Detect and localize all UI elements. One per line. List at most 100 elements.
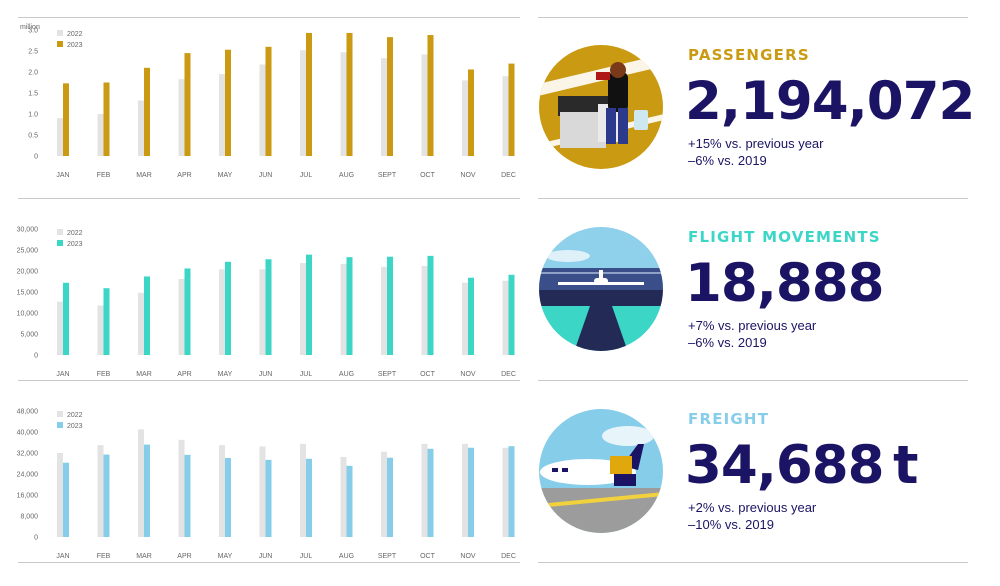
- bar-2023-mar: [144, 444, 150, 537]
- y-tick-label: 16,000: [17, 493, 39, 500]
- x-tick-label: OCT: [420, 172, 436, 179]
- bar-2023-dec: [508, 274, 515, 355]
- passengers-value: 2,194,072: [685, 71, 975, 132]
- bar-2023-sept: [387, 37, 393, 156]
- bar-2023-jul: [306, 254, 312, 355]
- bar-2022-mar: [138, 429, 144, 537]
- x-tick-label: DEC: [501, 371, 516, 378]
- bar-2022-nov: [462, 443, 468, 537]
- divider: [538, 380, 968, 381]
- bar-2022-aug: [340, 456, 347, 537]
- bar-2023-apr: [184, 268, 191, 355]
- bar-2023-jan: [63, 462, 69, 537]
- x-tick-label: AUG: [339, 553, 354, 560]
- x-tick-label: MAY: [218, 371, 233, 378]
- y-tick-label: 2.0: [28, 70, 38, 77]
- x-tick-label: JAN: [56, 371, 69, 378]
- passengers-title: PASSENGERS: [688, 46, 810, 64]
- legend-swatch: [57, 41, 63, 47]
- y-tick-label: 3.0: [28, 28, 38, 35]
- bar-2023-apr: [184, 454, 191, 537]
- bar-2022-jun: [259, 64, 266, 156]
- freight-vs-prev: +2% vs. previous year: [688, 500, 817, 515]
- legend-label: 2022: [67, 412, 83, 419]
- x-tick-label: APR: [177, 371, 191, 378]
- x-tick-label: MAR: [136, 553, 152, 560]
- bar-2023-aug: [346, 32, 353, 156]
- y-tick-label: 2.5: [28, 49, 38, 56]
- bar-2023-jul: [306, 32, 312, 156]
- divider: [538, 17, 968, 18]
- bar-2022-jul: [300, 50, 306, 156]
- bar-2022-jun: [259, 446, 266, 537]
- x-tick-label: DEC: [501, 553, 516, 560]
- legend-label: 2023: [67, 241, 83, 248]
- bar-2023-oct: [427, 255, 434, 355]
- bar-2023-may: [225, 457, 231, 537]
- legend-label: 2022: [67, 230, 83, 237]
- flights-vs-2019: –6% vs. 2019: [688, 335, 767, 350]
- runway-airplane-illustration: [538, 226, 664, 357]
- flights-vs-prev: +7% vs. previous year: [688, 318, 817, 333]
- freight-chart: 0 8,000 16,000 24,000 32,000 40,000 48,000 2022…: [17, 409, 516, 561]
- y-tick-label: 25,000: [17, 248, 39, 255]
- bar-2022-oct: [421, 443, 428, 537]
- bar-2023-may: [225, 261, 231, 355]
- x-tick-label: JUL: [300, 371, 313, 378]
- passenger-lounge-illustration: [538, 44, 664, 175]
- bar-2022-apr: [178, 278, 185, 355]
- bar-2022-may: [219, 269, 225, 355]
- bar-2022-sept: [381, 266, 387, 355]
- bar-2022-jul: [300, 263, 306, 355]
- bar-2022-may: [219, 74, 225, 156]
- bar-2022-nov: [462, 282, 468, 355]
- unit-label: million: [20, 24, 40, 31]
- passengers-row: million 0 0.5 1.0 1.5 2.0 2.5 3.0 2022 2023 JAN FEB…: [0, 0, 1000, 182]
- bar-2023-may: [225, 49, 231, 156]
- bar-2023-jun: [265, 46, 272, 156]
- bar-2023-sept: [387, 256, 393, 355]
- bar-2023-mar: [144, 276, 150, 355]
- y-tick-label: 8,000: [20, 514, 38, 521]
- bar-2022-oct: [421, 54, 428, 156]
- bar-2023-oct: [427, 35, 434, 156]
- x-tick-label: APR: [177, 553, 191, 560]
- y-tick-label: 5,000: [20, 332, 38, 339]
- freight-title: FREIGHT: [688, 410, 770, 428]
- bar-2023-nov: [468, 69, 474, 156]
- divider: [538, 562, 968, 563]
- y-tick-label: 0.5: [28, 133, 38, 140]
- bar-2022-nov: [462, 80, 468, 156]
- legend-swatch: [57, 422, 63, 428]
- passengers-vs-2019: –6% vs. 2019: [688, 153, 767, 168]
- x-tick-label: MAR: [136, 172, 152, 179]
- y-tick-label: 40,000: [17, 430, 39, 437]
- bar-2022-oct: [421, 265, 428, 355]
- bar-2023-nov: [468, 277, 474, 355]
- flights-row: 0 5,000 10,000 15,000 20,000 25,000 30,000 2022…: [0, 199, 1000, 381]
- bar-2022-dec: [502, 447, 509, 537]
- bar-2023-feb: [103, 288, 110, 355]
- legend-swatch: [57, 411, 63, 417]
- bar-2022-dec: [502, 280, 509, 355]
- x-tick-label: FEB: [97, 172, 111, 179]
- y-tick-label: 1.0: [28, 112, 38, 119]
- y-tick-label: 0: [34, 353, 38, 360]
- bar-2022-sept: [381, 451, 387, 537]
- passengers-vs-prev: +15% vs. previous year: [688, 136, 824, 151]
- legend-swatch: [57, 30, 63, 36]
- y-tick-label: 48,000: [17, 409, 39, 416]
- bar-2022-jan: [57, 301, 63, 355]
- bar-2022-apr: [178, 79, 185, 156]
- legend-swatch: [57, 240, 63, 246]
- bar-2023-sept: [387, 457, 393, 537]
- x-tick-label: OCT: [420, 371, 436, 378]
- y-tick-label: 1.5: [28, 91, 38, 98]
- bar-2022-feb: [97, 114, 104, 156]
- divider: [18, 198, 520, 199]
- flights-value: 18,888: [685, 253, 885, 314]
- x-tick-label: JUN: [259, 172, 273, 179]
- bar-2023-jun: [265, 259, 272, 355]
- x-tick-label: NOV: [460, 371, 476, 378]
- x-tick-label: NOV: [460, 172, 476, 179]
